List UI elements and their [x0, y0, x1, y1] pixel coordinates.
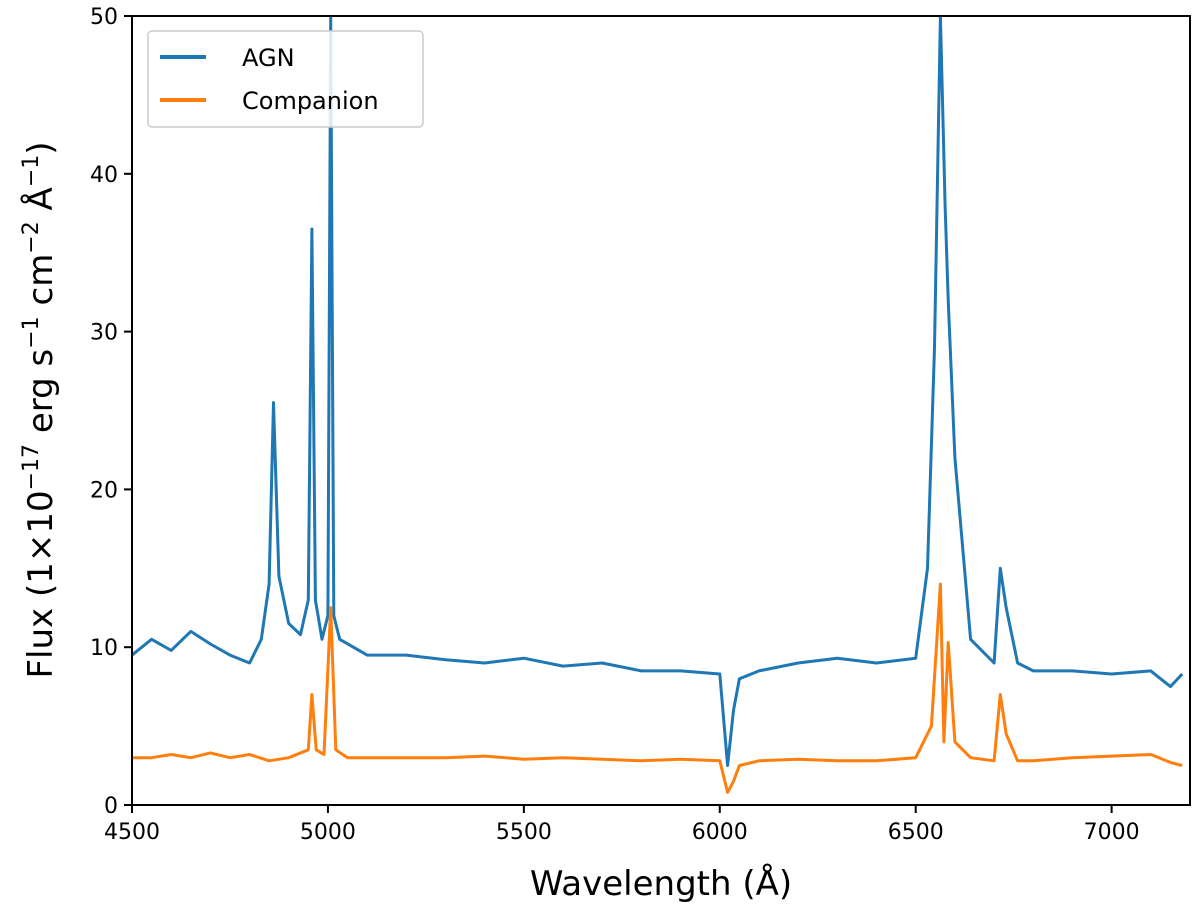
x-tick-label: 6000 — [692, 820, 748, 845]
x-tick-label: 5000 — [300, 820, 356, 845]
y-tick-label: 40 — [90, 163, 118, 188]
legend-label-companion: Companion — [242, 87, 379, 115]
y-tick-label: 20 — [90, 478, 118, 503]
x-axis-label: Wavelength (Å) — [530, 863, 792, 904]
y-axis-label: Flux (1×10−17 erg s−1 cm−2 Å−1) — [19, 141, 61, 678]
legend: AGN Companion — [147, 30, 424, 128]
x-tick-label: 4500 — [104, 820, 160, 845]
y-tick-label: 30 — [90, 321, 118, 346]
legend-label-agn: AGN — [242, 44, 295, 72]
legend-box — [147, 30, 424, 128]
series-line-companion — [132, 582, 1183, 794]
plot-frame — [131, 15, 1191, 806]
y-tick-label: 10 — [90, 636, 118, 661]
y-tick-label: 50 — [90, 5, 118, 30]
series-line-agn — [132, 16, 1184, 767]
x-tick-label: 5500 — [496, 820, 552, 845]
x-tick-label: 7000 — [1084, 820, 1140, 845]
x-tick-label: 6500 — [888, 820, 944, 845]
y-tick-label: 0 — [104, 794, 118, 819]
